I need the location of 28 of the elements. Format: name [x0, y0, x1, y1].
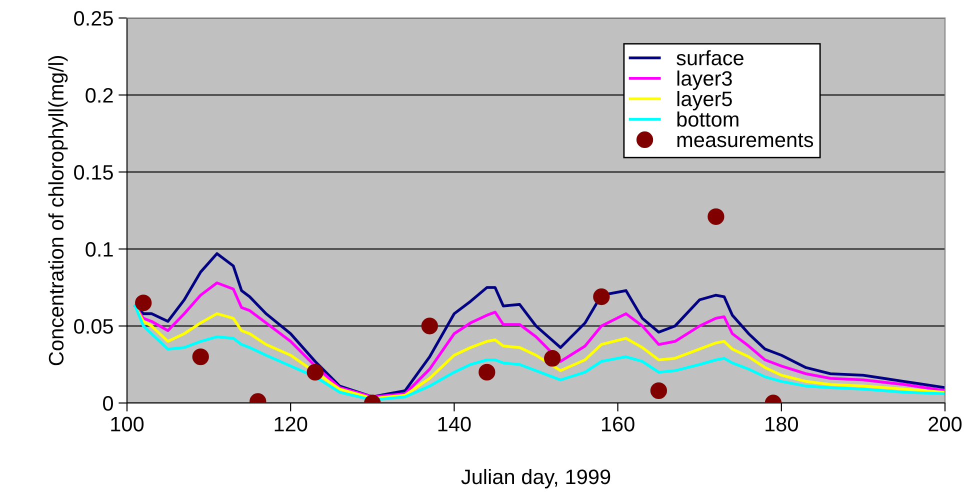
x-tick-label: 140: [438, 416, 471, 432]
point: [544, 350, 561, 367]
x-tick-label: 100: [111, 416, 144, 432]
y-tick-label: 0.25: [74, 11, 113, 26]
point: [421, 318, 438, 334]
y-tick-label: 0.2: [86, 88, 113, 103]
y-tick-label: 0.15: [74, 165, 113, 180]
legend-label: layer5: [677, 90, 732, 110]
point: [593, 288, 610, 306]
x-tick-label: 120: [274, 416, 308, 432]
legend-label: bottom: [677, 111, 738, 127]
y-tick-label: 0.1: [86, 242, 113, 257]
point: [306, 364, 324, 381]
point: [650, 382, 668, 400]
point: [135, 294, 152, 312]
point: [478, 364, 496, 381]
legend-label: measurements: [677, 134, 814, 148]
legend-label: layer3: [677, 70, 732, 90]
y-tick-label: 0: [103, 396, 113, 411]
x-tick-label: 180: [766, 416, 798, 432]
x-tick-label: 200: [928, 416, 962, 432]
y-tick-label: 0.05: [74, 319, 113, 334]
legend-label: surface: [676, 50, 744, 66]
x-tick-label: 160: [602, 416, 634, 432]
point: [192, 348, 209, 366]
x-axis-title: Julian day, 1999: [461, 468, 610, 488]
y-axis-title: Concentration of chlorophyll(mg/l): [48, 56, 68, 366]
point: [708, 208, 724, 225]
